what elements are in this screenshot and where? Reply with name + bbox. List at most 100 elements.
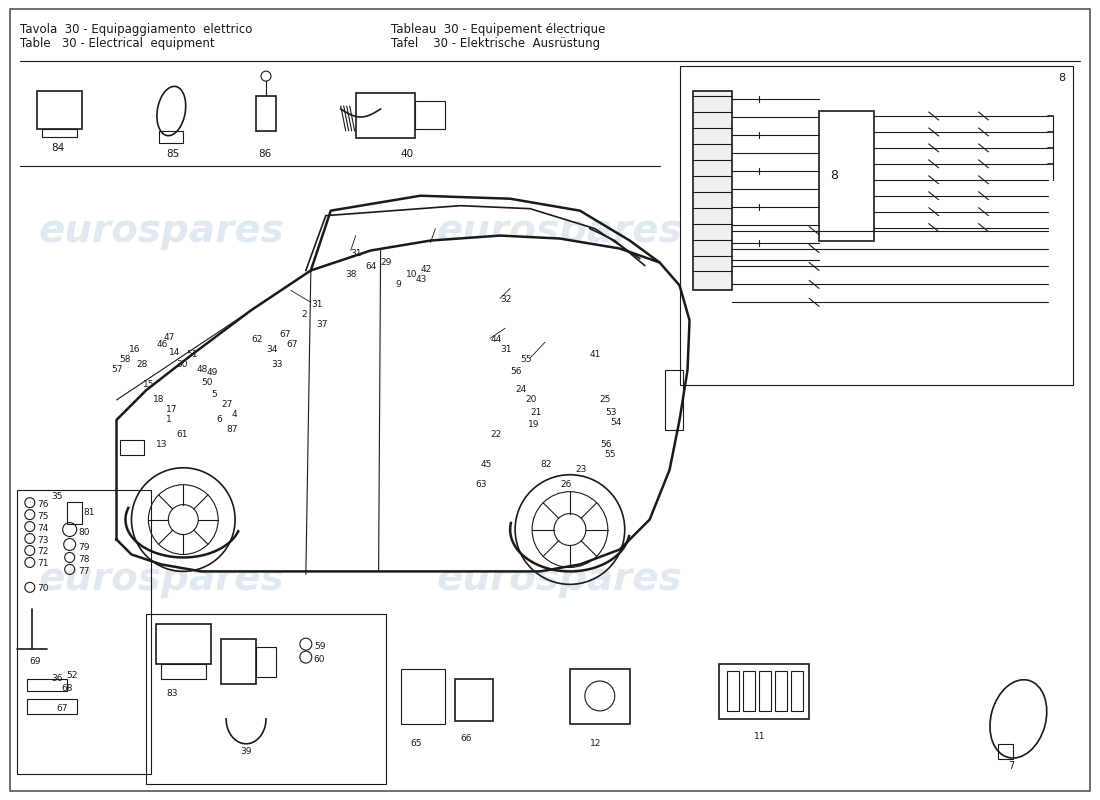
Text: 69: 69 [30, 657, 42, 666]
Text: 37: 37 [316, 320, 328, 330]
Text: 72: 72 [36, 547, 48, 557]
Text: 19: 19 [528, 420, 540, 429]
Text: eurospares: eurospares [437, 560, 683, 598]
Text: 78: 78 [78, 555, 90, 565]
Text: 43: 43 [416, 275, 427, 285]
Text: 31: 31 [351, 249, 362, 258]
Text: 12: 12 [590, 739, 602, 748]
Text: 59: 59 [314, 642, 326, 651]
Text: 13: 13 [156, 440, 168, 449]
Text: 67: 67 [279, 330, 290, 339]
Text: 4: 4 [231, 410, 236, 419]
Text: 81: 81 [84, 508, 95, 517]
Text: 52: 52 [67, 671, 78, 680]
Text: 35: 35 [52, 492, 63, 501]
Text: Tavola  30 - Equipaggiamento  elettrico: Tavola 30 - Equipaggiamento elettrico [20, 23, 252, 36]
Text: 17: 17 [166, 405, 178, 414]
Bar [256, 96, 276, 131]
Bar [67, 502, 81, 523]
Bar [744, 671, 756, 711]
Text: 55: 55 [604, 450, 615, 459]
Text: 7: 7 [1009, 761, 1014, 770]
Text: 16: 16 [129, 345, 140, 354]
Text: 15: 15 [143, 380, 155, 389]
Text: 39: 39 [240, 746, 252, 756]
Text: 56: 56 [600, 440, 612, 449]
Text: 56: 56 [510, 367, 521, 376]
Text: 20: 20 [525, 395, 537, 404]
Bar [160, 131, 184, 143]
Text: eurospares: eurospares [437, 211, 683, 250]
Text: 33: 33 [271, 360, 283, 369]
Bar [26, 679, 67, 691]
Text: 6: 6 [217, 415, 222, 424]
Text: 31: 31 [311, 300, 322, 310]
Text: 80: 80 [78, 527, 90, 537]
Text: 55: 55 [520, 355, 531, 364]
Text: 26: 26 [560, 480, 571, 489]
Text: 31: 31 [500, 345, 512, 354]
Text: 76: 76 [36, 500, 48, 509]
Text: 9: 9 [396, 281, 402, 290]
Text: 77: 77 [78, 567, 90, 577]
Bar [355, 93, 416, 138]
Text: 47: 47 [163, 334, 175, 342]
Text: 46: 46 [156, 340, 167, 350]
Text: 65: 65 [410, 739, 422, 748]
Text: 54: 54 [609, 418, 622, 427]
Text: 42: 42 [420, 266, 431, 274]
Text: 36: 36 [52, 674, 63, 683]
Text: eurospares: eurospares [39, 560, 284, 598]
Text: 38: 38 [345, 270, 358, 279]
Text: Tafel    30 - Elektrische  Ausrüstung: Tafel 30 - Elektrische Ausrüstung [390, 38, 600, 50]
Text: 22: 22 [491, 430, 502, 439]
Text: 21: 21 [530, 408, 541, 417]
Text: 63: 63 [475, 480, 487, 489]
Bar [36, 91, 81, 129]
Bar [680, 66, 1074, 385]
Text: 51: 51 [186, 350, 198, 359]
Bar [455, 679, 493, 721]
Bar [759, 671, 771, 711]
Text: 60: 60 [314, 655, 326, 664]
Text: 41: 41 [590, 350, 602, 359]
Bar [146, 614, 386, 784]
Text: 44: 44 [491, 335, 502, 344]
Text: 82: 82 [540, 460, 551, 469]
Text: 2: 2 [301, 310, 307, 319]
Bar [416, 101, 446, 129]
Text: 11: 11 [755, 732, 766, 741]
Text: 28: 28 [136, 360, 147, 369]
Bar [156, 624, 211, 664]
Text: 53: 53 [605, 408, 616, 417]
Text: Table   30 - Electrical  equipment: Table 30 - Electrical equipment [20, 38, 214, 50]
Bar [664, 370, 682, 430]
Bar [42, 129, 77, 137]
Text: 58: 58 [120, 355, 131, 364]
Text: 74: 74 [36, 523, 48, 533]
Text: 32: 32 [500, 295, 512, 304]
Text: 45: 45 [481, 460, 492, 469]
Text: 50: 50 [201, 378, 212, 387]
Text: 5: 5 [211, 390, 217, 399]
Text: 84: 84 [52, 143, 65, 153]
Bar [776, 671, 788, 711]
Text: 57: 57 [111, 365, 123, 374]
Text: 79: 79 [78, 542, 90, 551]
Text: 87: 87 [227, 425, 238, 434]
Text: 48: 48 [196, 365, 208, 374]
Text: 68: 68 [62, 684, 74, 693]
Bar [256, 647, 276, 677]
Text: 86: 86 [258, 149, 272, 159]
Text: 8: 8 [830, 170, 838, 182]
Text: 49: 49 [206, 368, 218, 377]
Text: 25: 25 [600, 395, 612, 404]
Text: 67: 67 [286, 340, 297, 350]
Text: 75: 75 [36, 512, 48, 521]
Text: 27: 27 [221, 400, 232, 409]
Text: 24: 24 [515, 385, 527, 394]
Text: 23: 23 [575, 465, 586, 474]
Text: 10: 10 [406, 270, 417, 279]
Text: Tableau  30 - Equipement électrique: Tableau 30 - Equipement électrique [390, 23, 605, 36]
Text: 61: 61 [176, 430, 188, 439]
